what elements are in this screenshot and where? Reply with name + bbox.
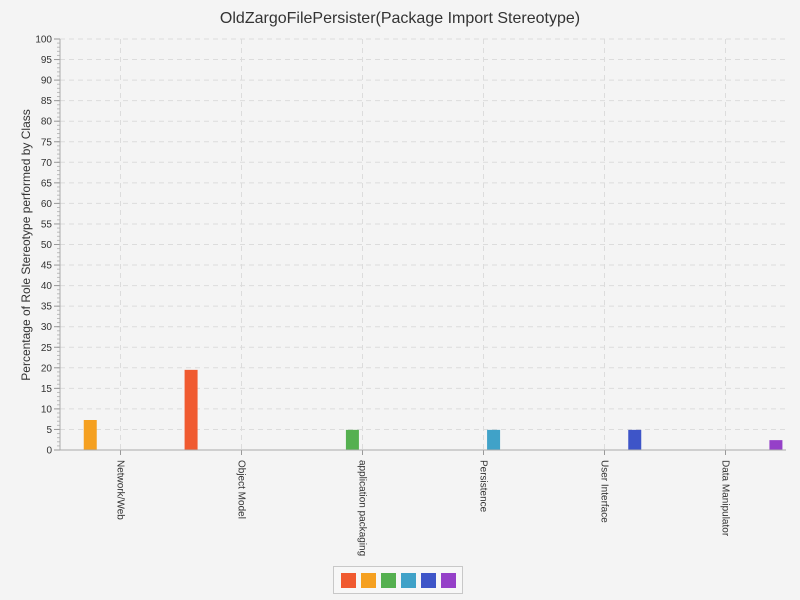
y-tick-label: 90 bbox=[41, 76, 53, 87]
y-tick-label: 15 bbox=[41, 384, 53, 395]
chart-title: OldZargoFilePersister(Package Import Ste… bbox=[220, 10, 580, 27]
x-tick-label: Object Model bbox=[236, 460, 247, 519]
y-tick-label: 50 bbox=[41, 240, 53, 251]
bar bbox=[628, 429, 642, 450]
y-tick-label: 60 bbox=[41, 199, 53, 210]
x-tick-label: Data Manipulator bbox=[720, 460, 731, 537]
bars bbox=[83, 369, 783, 450]
y-tick-label: 0 bbox=[46, 446, 52, 457]
y-tick-label: 55 bbox=[41, 219, 53, 230]
legend bbox=[333, 566, 463, 594]
legend-swatch bbox=[340, 572, 356, 588]
legend-swatch bbox=[380, 572, 396, 588]
y-tick-label: 75 bbox=[41, 137, 53, 148]
y-tick-label: 65 bbox=[41, 178, 53, 189]
y-tick-label: 25 bbox=[41, 343, 53, 354]
bar bbox=[769, 440, 783, 450]
y-tick-label: 40 bbox=[41, 281, 53, 292]
y-tick-label: 80 bbox=[41, 117, 53, 128]
y-tick-label: 45 bbox=[41, 261, 53, 272]
grid-lines bbox=[60, 38, 786, 450]
y-axis-ticks: 0 5 10 15 20 25 30 35 40 45 50 55 60 65 70 75 80 85 90 95 10… bbox=[35, 35, 60, 457]
x-tick-label: Persistence bbox=[478, 460, 489, 513]
x-tick-label: User Interface bbox=[599, 460, 610, 523]
y-tick-label: 85 bbox=[41, 96, 53, 107]
y-tick-label: 70 bbox=[41, 158, 53, 169]
legend-swatch bbox=[400, 572, 416, 588]
bar bbox=[487, 429, 501, 450]
x-axis-ticks: Network/Web Object Model application packa… bbox=[115, 450, 731, 556]
y-tick-label: 10 bbox=[41, 404, 53, 415]
legend-swatch bbox=[360, 572, 376, 588]
legend-swatch bbox=[420, 572, 436, 588]
bar bbox=[83, 419, 97, 450]
legend-swatch bbox=[440, 572, 456, 588]
bar bbox=[184, 369, 198, 450]
y-tick-label: 35 bbox=[41, 302, 53, 313]
y-tick-label: 20 bbox=[41, 363, 53, 374]
y-tick-label: 100 bbox=[35, 35, 52, 46]
bar bbox=[345, 429, 359, 450]
y-tick-label: 95 bbox=[41, 55, 53, 66]
y-tick-label: 5 bbox=[46, 425, 52, 436]
y-tick-label: 30 bbox=[41, 322, 53, 333]
y-axis-label: Percentage of Role Stereotype performed … bbox=[19, 109, 33, 380]
x-tick-label: Network/Web bbox=[115, 460, 126, 520]
x-tick-label: application packaging bbox=[357, 460, 368, 556]
